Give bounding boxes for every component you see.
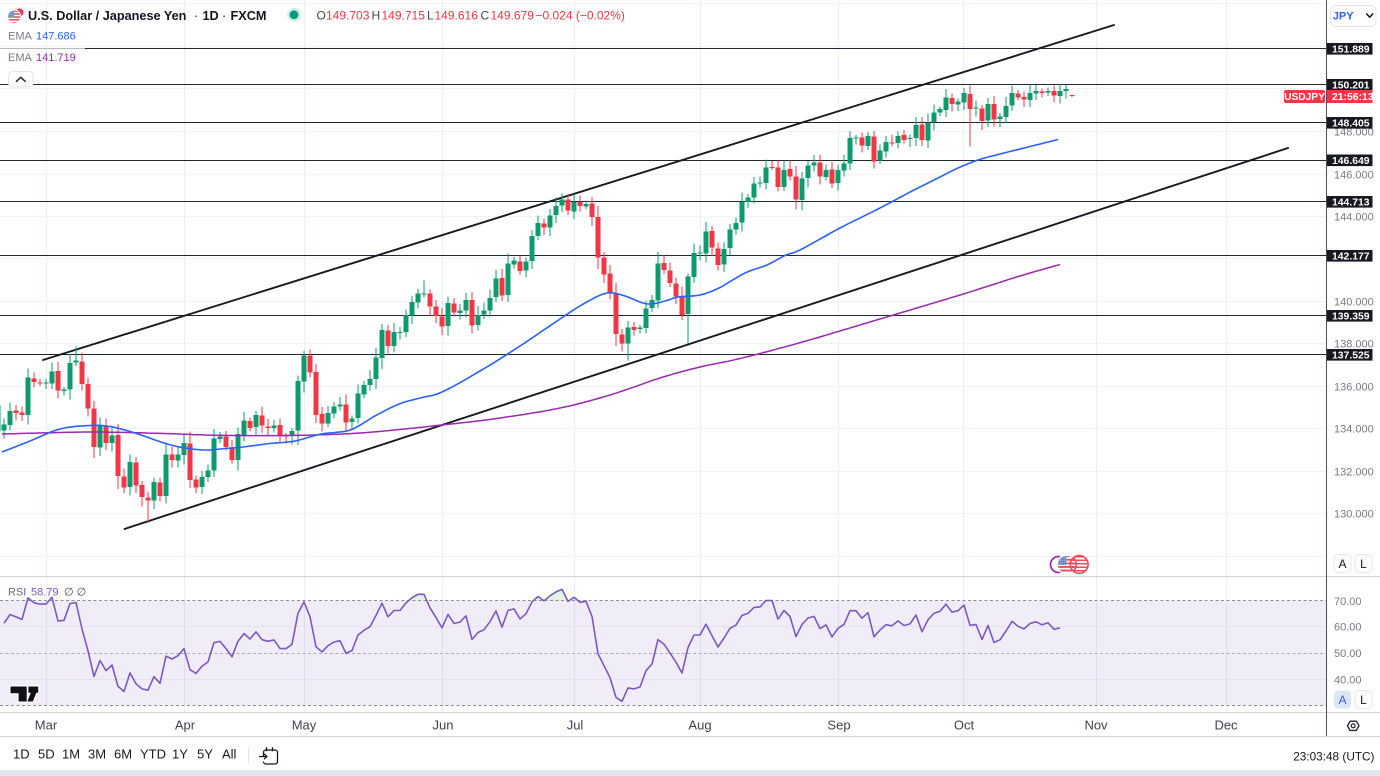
svg-text:1Y: 1Y [172,747,188,762]
svg-text:Nov: Nov [1084,718,1108,733]
svg-text:148.405: 148.405 [1332,118,1370,129]
svg-text:148.000: 148.000 [1334,127,1374,139]
svg-text:L: L [1360,557,1367,571]
svg-text:L: L [1360,693,1367,707]
svg-text:6M: 6M [114,747,132,762]
svg-text:136.000: 136.000 [1334,382,1374,394]
svg-text:144.713: 144.713 [1332,197,1370,208]
svg-text:130.000: 130.000 [1334,509,1374,521]
svg-text:149.703: 149.703 [326,8,370,22]
svg-text:1D: 1D [203,9,219,23]
svg-text:40.00: 40.00 [1334,675,1362,687]
svg-text:132.000: 132.000 [1334,467,1374,479]
svg-text:151.889: 151.889 [1332,44,1370,55]
svg-text:YTD: YTD [140,747,166,762]
svg-text:139.359: 139.359 [1332,311,1370,322]
svg-text:·: · [222,9,226,23]
svg-text:C: C [481,8,490,22]
svg-text:Dec: Dec [1214,718,1238,733]
svg-text:JPY: JPY [1333,11,1354,23]
svg-text:∅ ∅: ∅ ∅ [64,587,86,599]
svg-text:150.201: 150.201 [1332,80,1370,91]
svg-text:H: H [372,8,381,22]
svg-text:1M: 1M [62,747,80,762]
svg-text:141.719: 141.719 [36,52,76,64]
svg-text:Oct: Oct [954,718,975,733]
svg-text:FXCM: FXCM [231,9,267,23]
svg-text:Jul: Jul [567,718,584,733]
svg-text:21:56:13: 21:56:13 [1332,92,1374,103]
svg-text:50.00: 50.00 [1334,648,1362,660]
svg-text:Jun: Jun [433,718,454,733]
svg-text:RSI: RSI [8,587,26,599]
svg-text:5Y: 5Y [197,747,213,762]
svg-text:1D: 1D [13,747,30,762]
svg-text:U.S. Dollar / Japanese Yen: U.S. Dollar / Japanese Yen [28,9,186,23]
svg-text:O: O [317,8,326,22]
svg-text:70.00: 70.00 [1334,596,1362,608]
svg-text:134.000: 134.000 [1334,424,1374,436]
svg-text:EMA: EMA [8,52,33,64]
svg-text:58.79: 58.79 [31,587,59,599]
svg-text:3M: 3M [88,747,106,762]
svg-text:60.00: 60.00 [1334,622,1362,634]
svg-text:A: A [1338,557,1346,571]
svg-text:Sep: Sep [827,718,850,733]
svg-text:146.649: 146.649 [1332,156,1370,167]
svg-text:·: · [194,9,198,23]
svg-text:137.525: 137.525 [1332,350,1370,361]
svg-text:L: L [427,8,434,22]
svg-text:140.000: 140.000 [1334,297,1374,309]
svg-text:149.679: 149.679 [491,8,535,22]
svg-text:All: All [222,747,237,762]
svg-text:Mar: Mar [35,718,58,733]
svg-text:149.715: 149.715 [382,8,426,22]
svg-text:USDJPY: USDJPY [1284,92,1325,103]
svg-text:A: A [1338,693,1346,707]
svg-text:Apr: Apr [175,718,196,733]
svg-text:23:03:48 (UTC): 23:03:48 (UTC) [1293,750,1374,764]
svg-text:May: May [292,718,317,733]
svg-text:146.000: 146.000 [1334,170,1374,182]
svg-text:142.177: 142.177 [1332,251,1370,262]
svg-text:147.686: 147.686 [36,30,76,42]
svg-text:138.000: 138.000 [1334,339,1374,351]
svg-text:EMA: EMA [8,30,33,42]
svg-text:144.000: 144.000 [1334,212,1374,224]
svg-text:Aug: Aug [688,718,711,733]
svg-text:5D: 5D [38,747,55,762]
svg-text:149.616: 149.616 [435,8,479,22]
svg-text:−0.024 (−0.02%): −0.024 (−0.02%) [536,8,625,22]
